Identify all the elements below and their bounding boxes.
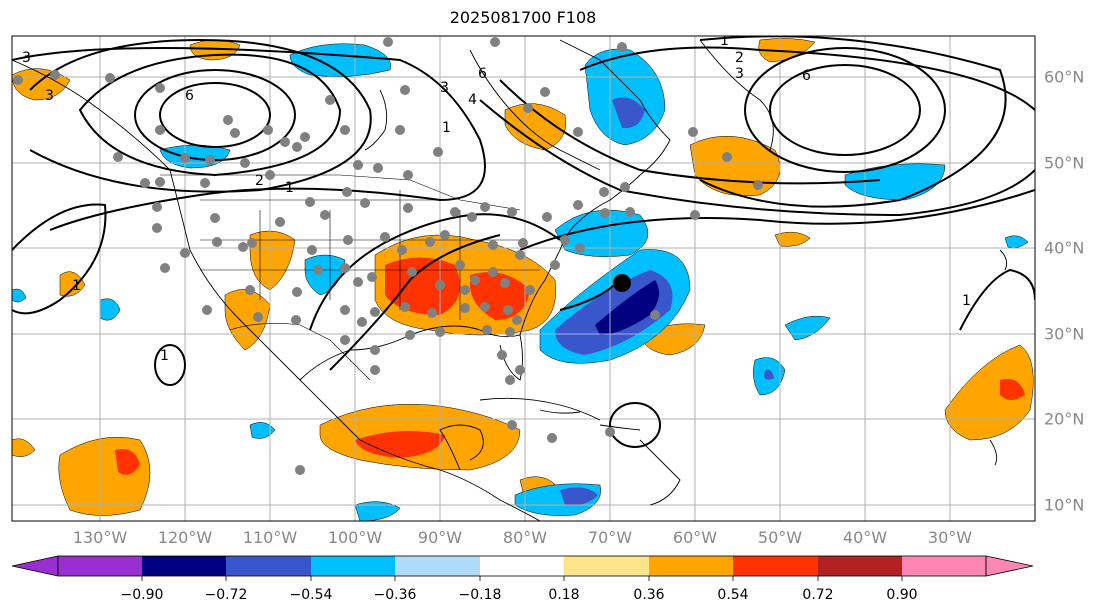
- longitude-label: 120°W: [157, 528, 213, 547]
- colorbar-tick-label: −0.54: [289, 587, 333, 603]
- contour-label: 1: [720, 33, 729, 49]
- contour-label: 1: [285, 180, 294, 196]
- latitude-label: 40°N: [1044, 238, 1085, 258]
- latitude-label: 30°N: [1044, 324, 1085, 344]
- contour-label: 6: [185, 88, 194, 104]
- longitude-label: 40°W: [842, 528, 888, 547]
- latitude-label: 20°N: [1044, 409, 1085, 429]
- contour-label: 1: [442, 120, 451, 136]
- contour-lines: [12, 36, 1035, 448]
- storm-center-marker: [613, 274, 631, 292]
- colorbar-tick-label: 0.18: [548, 587, 580, 603]
- colorbar-tick-label: 0.90: [886, 587, 918, 603]
- contour-label: 2: [735, 50, 744, 66]
- contour-label: 1: [962, 293, 971, 309]
- contour-label: 4: [468, 92, 477, 108]
- contour-label: 6: [802, 68, 811, 84]
- contour-label: 3: [735, 66, 744, 82]
- observation-dots: [13, 37, 763, 475]
- longitude-label: 30°W: [927, 528, 973, 547]
- colorbar-tick-label: −0.72: [204, 587, 248, 603]
- longitude-label: 90°W: [417, 528, 463, 547]
- longitude-label: 80°W: [502, 528, 548, 547]
- contour-label: 3: [440, 80, 449, 96]
- latitude-label: 50°N: [1044, 153, 1085, 173]
- contour-label: 3: [45, 88, 54, 104]
- colorbar: [11, 555, 1034, 581]
- latitude-label: 10°N: [1044, 495, 1085, 515]
- colorbar-tick-label: 0.36: [633, 587, 665, 603]
- contour-labels: 3 6 3 4 2 1 3 6 2 1 3 6 1 1 1 1: [22, 33, 971, 364]
- longitude-label: 60°W: [672, 528, 718, 547]
- longitude-label: 130°W: [72, 528, 128, 547]
- longitude-label: 50°W: [757, 528, 803, 547]
- contour-label: 1: [160, 348, 169, 364]
- map-frame: [11, 35, 1036, 522]
- colorbar-tick-label: 0.72: [802, 587, 834, 603]
- contour-label: 1: [72, 278, 81, 294]
- map-title: 2025081700 F108: [449, 8, 597, 27]
- contour-label: 2: [255, 173, 264, 189]
- colorbar-tick-label: 0.54: [717, 587, 749, 603]
- latitude-label: 60°N: [1044, 67, 1085, 87]
- longitude-label: 70°W: [587, 528, 633, 547]
- colorbar-tick-label: −0.90: [120, 587, 164, 603]
- colorbar-tick-label: −0.18: [458, 587, 502, 603]
- contour-label: 3: [22, 50, 31, 66]
- contour-label: 6: [478, 66, 487, 82]
- longitude-label: 100°W: [327, 528, 383, 547]
- longitude-label: 110°W: [242, 528, 298, 547]
- colorbar-tick-label: −0.36: [373, 587, 417, 603]
